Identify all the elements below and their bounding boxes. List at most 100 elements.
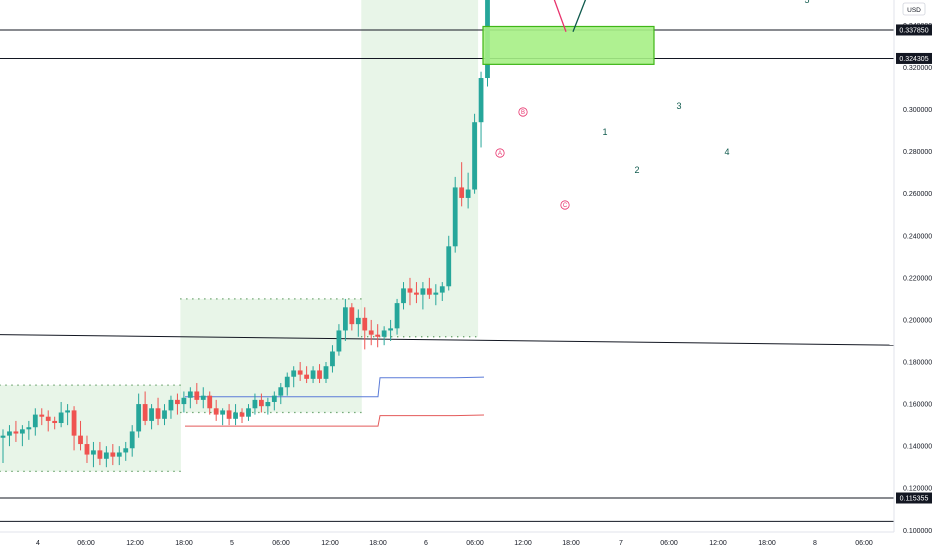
candle-body [78, 435, 83, 445]
candle-body [291, 370, 297, 377]
candle-body [142, 404, 148, 421]
candle-body [213, 408, 219, 415]
candle-body [162, 410, 167, 419]
trendline [0, 334, 895, 346]
price-badge [896, 492, 932, 504]
candle-body [330, 351, 335, 367]
candle-body [381, 330, 387, 337]
candle-body [226, 410, 232, 419]
time-tick-label: 06:00 [466, 540, 484, 547]
candle-body [388, 328, 393, 331]
time-tick-label: 4 [36, 540, 40, 547]
candle-body [362, 317, 368, 331]
time-tick-label: 7 [619, 540, 623, 547]
candle-body [116, 452, 122, 457]
price-badge [896, 24, 932, 36]
time-tick-label: 12:00 [709, 540, 727, 547]
candle-body [32, 414, 38, 428]
candle-body [433, 292, 439, 295]
abc-label-C: C [563, 203, 568, 209]
time-tick-label: 12:00 [321, 540, 339, 547]
candle-body [58, 412, 64, 424]
price-tick-label: 0.240000 [903, 233, 932, 240]
time-tick-label: 18:00 [758, 540, 776, 547]
price-tick-label: 0.200000 [903, 317, 932, 324]
time-tick-label: 6 [424, 540, 428, 547]
range-box-3 [361, 0, 479, 337]
candle-body [65, 410, 70, 413]
time-axis[interactable]: 4 06:00 12:00 18:00 5 06:00 12:00 18:00 6 06:00 12… [36, 540, 873, 547]
candle-body [478, 78, 484, 123]
candle-body [39, 414, 45, 417]
candle-body [207, 395, 213, 409]
candle-body [278, 387, 284, 396]
horizontal-levels [0, 29, 895, 522]
candle-body [149, 408, 154, 421]
price-tick-label: 0.220000 [903, 275, 932, 282]
candle-body [465, 189, 471, 198]
candle-body [103, 452, 109, 459]
candle-body [452, 187, 458, 247]
currency-label: USD [907, 7, 921, 14]
candle-body [297, 370, 303, 375]
candle-body [52, 420, 58, 424]
candle-body [246, 408, 251, 417]
price-tick-label: 0.120000 [903, 486, 932, 493]
range-boxes [0, 0, 479, 472]
candle-body [0, 435, 6, 438]
candle-body [401, 288, 406, 304]
price-tick-label: 0.140000 [903, 444, 932, 451]
currency-button[interactable]: USD [902, 2, 926, 16]
candle-body [472, 122, 477, 190]
candle-body [259, 399, 264, 407]
candle-body [123, 448, 129, 453]
wave-label-5: 5 [804, 0, 809, 5]
time-tick-label: 18:00 [562, 540, 580, 547]
candle-body [239, 412, 245, 417]
candle-body [271, 395, 277, 402]
candle-body [187, 391, 193, 398]
price-badge [896, 52, 932, 64]
candle-body [323, 366, 329, 379]
abc-label-circle [518, 107, 528, 117]
candle-body [200, 395, 206, 400]
abc-label-B: B [521, 110, 525, 116]
price-tick-label: 0.260000 [903, 191, 932, 198]
price-tick-label: 0.320000 [903, 65, 932, 72]
candle-body [407, 288, 413, 293]
candle-body [13, 431, 19, 434]
candle-body [181, 397, 187, 405]
candle-body [136, 404, 142, 432]
candle-body [375, 334, 381, 337]
candle-body [310, 370, 316, 379]
price-tick-label: 0.180000 [903, 360, 932, 367]
candle-body [414, 292, 419, 295]
candle-body [97, 450, 103, 459]
candle-body [129, 431, 135, 449]
candle-body [349, 307, 355, 325]
candle-body [252, 399, 258, 409]
price-tick-label: 0.100000 [903, 528, 932, 535]
candle-body [446, 246, 452, 287]
candle-body [368, 330, 374, 335]
candle-body [265, 401, 271, 407]
price-tick-label: 0.300000 [903, 107, 932, 114]
price-badge-label: 0.324305 [899, 56, 928, 63]
candle-body [394, 303, 400, 329]
candle-body [19, 429, 25, 434]
candle-body [45, 416, 51, 421]
candle-body [336, 330, 342, 352]
wave-label-1: 1 [602, 127, 607, 137]
indicator-line-2 [185, 414, 485, 427]
time-tick-label: 18:00 [369, 540, 387, 547]
time-tick-label: 8 [813, 540, 817, 547]
abc-label-A: A [498, 151, 502, 157]
candle-body [342, 307, 348, 331]
wave-label-3: 3 [676, 101, 681, 111]
candle-body [110, 452, 116, 457]
candle-body [91, 450, 96, 455]
candle-body [7, 431, 12, 436]
